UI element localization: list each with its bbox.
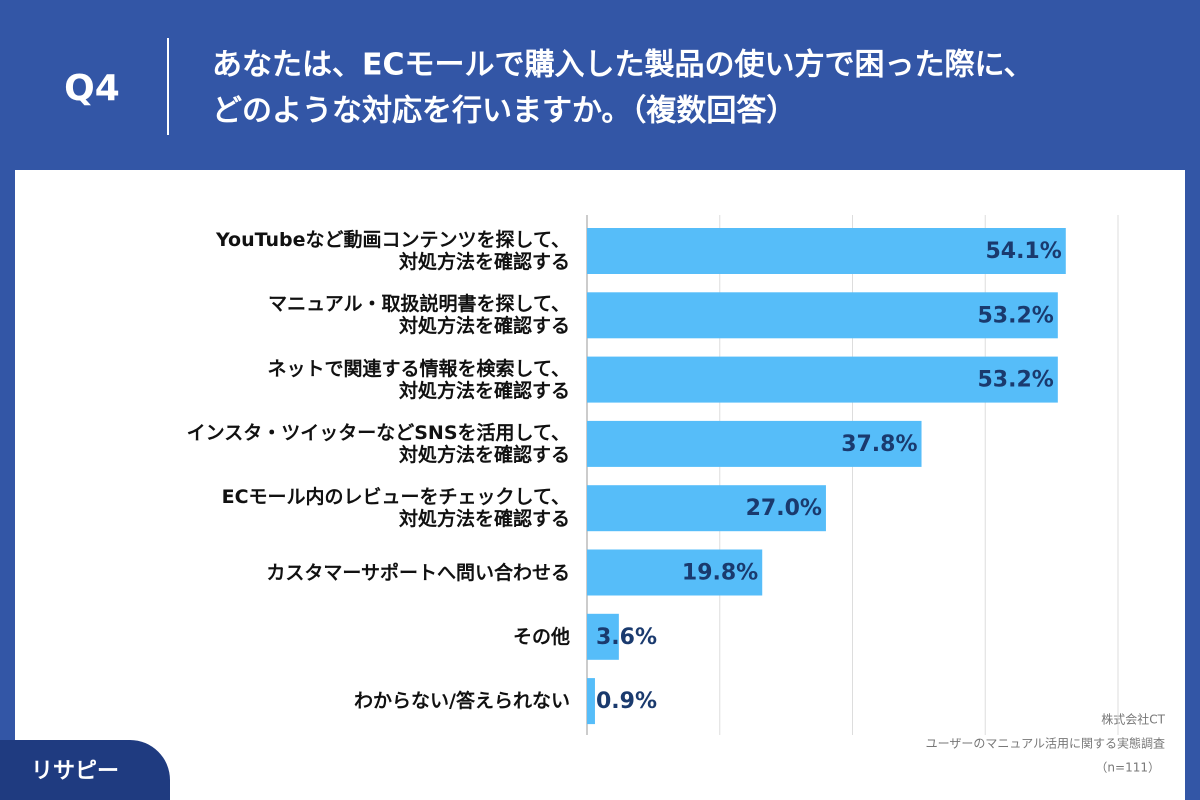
bar	[587, 356, 1058, 403]
bar	[587, 613, 619, 660]
category-label: その他	[512, 625, 570, 648]
value-label: 3.6%	[596, 625, 657, 650]
title-line: あなたは、ECモールで購入した製品の使い方で困った際に、	[212, 48, 1034, 83]
note: （n=111）	[1095, 761, 1160, 775]
note: ユーザーのマニュアル活用に関する実態調査	[926, 736, 1165, 751]
value-label: 27.0%	[746, 496, 822, 521]
category-label: インスタ・ツイッターなどSNSを活用して、 対処方法を確認する	[186, 421, 570, 466]
category-label: マニュアル・取扱説明書を探して、 対処方法を確認する	[268, 293, 570, 338]
bar	[587, 292, 1058, 339]
bar	[587, 678, 595, 725]
value-label: 53.2%	[977, 368, 1053, 393]
value-label: 53.2%	[977, 303, 1053, 328]
bar	[587, 485, 826, 532]
category-label: ネットで関連する情報を検索して、 対処方法を確認する	[267, 357, 570, 402]
bar	[587, 228, 1066, 274]
panel	[15, 170, 1185, 800]
category-label: わからない/答えられない	[354, 690, 570, 713]
category-label: ECモール内のレビューをチェックして、 対処方法を確認する	[221, 486, 570, 531]
note: 株式会社CT	[1101, 712, 1165, 727]
value-label: 37.8%	[841, 432, 917, 457]
value-label: 54.1%	[985, 239, 1061, 264]
bar	[587, 549, 763, 596]
category-label: カスタマーサポートへ問い合わせる	[266, 561, 570, 584]
category-label: YouTubeなど動画コンテンツを探して、 対処方法を確認する	[216, 229, 570, 273]
question-number: Q4	[64, 68, 120, 109]
value-label: 19.8%	[682, 561, 758, 586]
title-line: どのような対応を行いますか。（複数回答）	[212, 94, 796, 129]
brand: リサピー	[31, 759, 119, 784]
value-label: 0.9%	[596, 689, 657, 714]
bar	[587, 420, 922, 467]
brand-badge	[0, 740, 170, 800]
